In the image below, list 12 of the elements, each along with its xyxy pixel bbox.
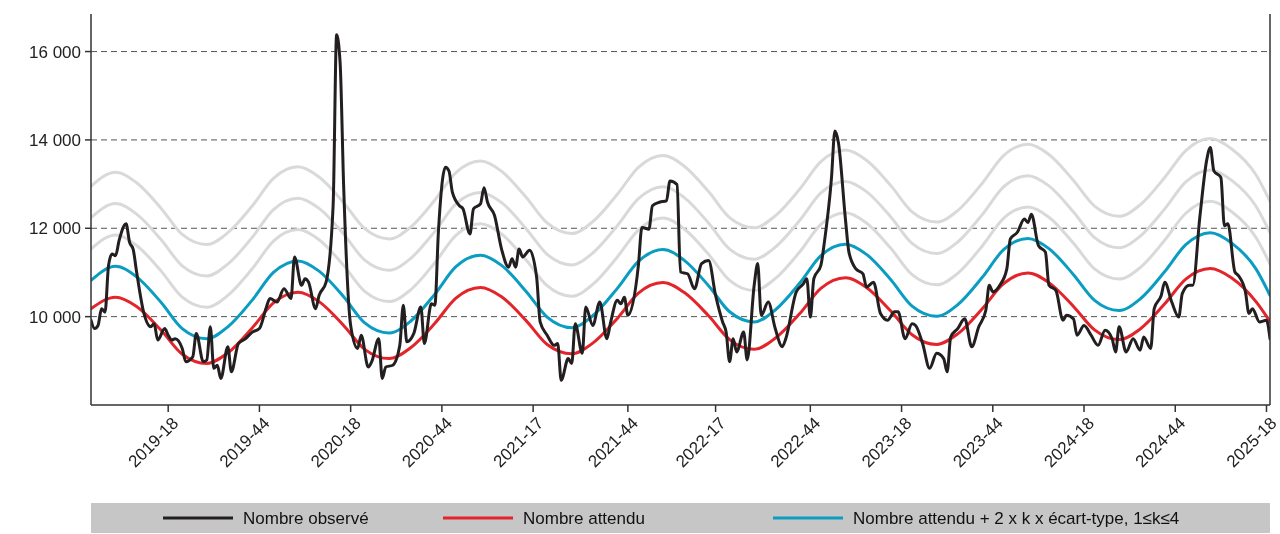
y-tick-label: 16 000 bbox=[29, 42, 81, 62]
y-tick-label: 14 000 bbox=[29, 130, 81, 150]
line-series bbox=[91, 168, 1270, 278]
line-series bbox=[91, 199, 1270, 309]
line-series bbox=[91, 231, 1270, 341]
line-series bbox=[91, 137, 1270, 247]
legend-label: Nombre observé bbox=[243, 508, 369, 528]
legend-label: Nombre attendu bbox=[523, 508, 645, 528]
legend-label: Nombre attendu + 2 x k x écart-type, 1≤k≤4 bbox=[853, 508, 1180, 528]
line-series bbox=[91, 33, 1270, 382]
y-tick-label: 10 000 bbox=[29, 307, 81, 327]
y-tick-label: 12 000 bbox=[29, 219, 81, 239]
